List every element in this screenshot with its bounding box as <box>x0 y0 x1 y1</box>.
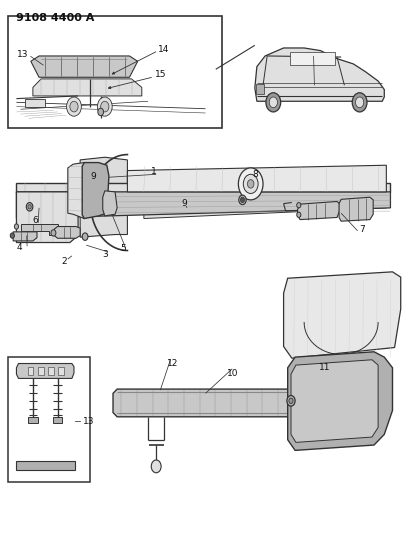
Circle shape <box>243 174 258 193</box>
Circle shape <box>97 97 112 116</box>
Text: 11: 11 <box>319 364 330 372</box>
Bar <box>8 357 90 482</box>
Text: 12: 12 <box>167 359 178 368</box>
Text: 15: 15 <box>155 70 166 79</box>
Bar <box>16 461 75 470</box>
Circle shape <box>51 230 56 236</box>
Circle shape <box>26 203 33 211</box>
Circle shape <box>151 460 161 473</box>
Circle shape <box>247 180 254 188</box>
Bar <box>48 367 54 375</box>
Circle shape <box>239 195 246 205</box>
Bar <box>28 417 38 423</box>
Polygon shape <box>16 192 390 219</box>
Circle shape <box>297 203 301 208</box>
Circle shape <box>240 197 245 203</box>
Bar <box>38 367 44 375</box>
Polygon shape <box>298 201 339 220</box>
Polygon shape <box>68 163 84 219</box>
Text: 9108 4400 A: 9108 4400 A <box>16 13 95 22</box>
Circle shape <box>67 97 81 116</box>
Polygon shape <box>80 157 127 237</box>
Circle shape <box>101 101 109 112</box>
Polygon shape <box>31 56 138 77</box>
Text: 6: 6 <box>32 216 38 225</box>
Bar <box>25 99 45 107</box>
Circle shape <box>266 93 281 112</box>
Polygon shape <box>33 79 142 96</box>
Text: 1: 1 <box>151 167 157 176</box>
Polygon shape <box>82 163 109 219</box>
Text: 13: 13 <box>17 50 28 59</box>
Circle shape <box>70 101 78 112</box>
Circle shape <box>98 108 104 116</box>
Bar <box>58 367 64 375</box>
Circle shape <box>289 398 293 403</box>
Circle shape <box>10 233 14 238</box>
Circle shape <box>28 205 31 209</box>
Text: 4: 4 <box>17 244 23 252</box>
Bar <box>290 52 335 65</box>
Polygon shape <box>16 364 74 378</box>
Text: 13: 13 <box>83 417 94 425</box>
Polygon shape <box>21 224 58 235</box>
Polygon shape <box>255 48 384 101</box>
Polygon shape <box>339 197 373 221</box>
Polygon shape <box>54 227 80 238</box>
Polygon shape <box>16 183 390 192</box>
Bar <box>28 367 33 375</box>
Text: 5: 5 <box>120 245 126 253</box>
Text: 7: 7 <box>359 225 365 233</box>
Polygon shape <box>127 165 386 192</box>
Text: 9: 9 <box>181 199 187 208</box>
Circle shape <box>238 168 263 200</box>
Circle shape <box>287 395 295 406</box>
Bar <box>53 417 62 423</box>
Circle shape <box>297 212 301 217</box>
Polygon shape <box>284 272 401 358</box>
Polygon shape <box>13 232 37 241</box>
Circle shape <box>269 97 277 108</box>
Text: 14: 14 <box>158 45 169 53</box>
Polygon shape <box>103 191 117 216</box>
Bar <box>8 16 222 128</box>
Polygon shape <box>291 360 378 442</box>
Text: 10: 10 <box>226 369 238 377</box>
Circle shape <box>352 93 367 112</box>
Text: 8: 8 <box>253 171 259 179</box>
Text: 9: 9 <box>91 173 97 181</box>
Polygon shape <box>288 352 393 450</box>
Polygon shape <box>16 192 78 243</box>
Bar <box>256 84 264 94</box>
Circle shape <box>14 224 18 229</box>
Circle shape <box>82 233 88 240</box>
Polygon shape <box>113 389 300 417</box>
Text: 3: 3 <box>102 250 108 259</box>
Text: 2: 2 <box>61 257 67 265</box>
Circle shape <box>356 97 364 108</box>
Polygon shape <box>144 192 386 219</box>
